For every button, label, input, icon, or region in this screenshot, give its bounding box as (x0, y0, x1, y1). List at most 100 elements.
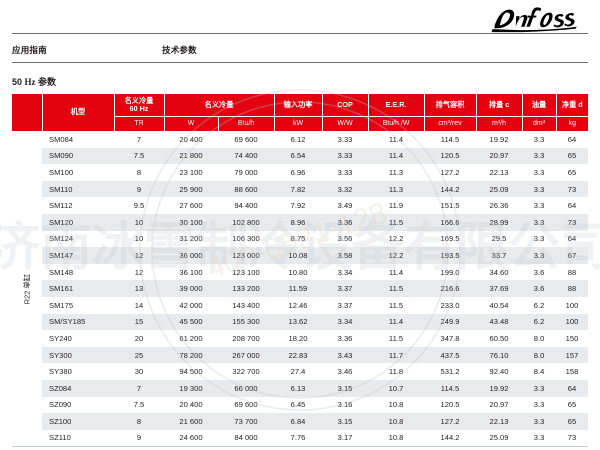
cell-cop: 3.37 (322, 296, 369, 314)
cell-displacement-cm3rev: 249.9 (424, 313, 477, 331)
cell-cop: 3.58 (322, 247, 369, 264)
cell-nominal-cap-btuh: 73 700 (218, 413, 275, 430)
cell-nominal-cap-w: 45 500 (164, 313, 218, 331)
cell-swept-m3h: 37.69 (476, 280, 523, 297)
cell-nominal-cap-60hz-tr: 7.5 (114, 396, 164, 414)
table-row[interactable]: SM/SY185 15 45 500 155 300 13.62 3.34 11.4 249.… (12, 313, 589, 331)
cell-swept-m3h: 19.92 (476, 379, 523, 397)
cell-net-weight-kg: 65 (556, 147, 589, 165)
cell-nominal-cap-w: 36 000 (164, 247, 218, 264)
cell-nominal-cap-60hz-tr: 10 (114, 213, 164, 231)
table-row[interactable]: SM148 12 36 100 123 100 10.80 3.34 11.4 199.0 34… (12, 263, 589, 281)
cell-power-input-kw: 10.08 (274, 247, 323, 264)
cell-power-input-kw: 7.76 (274, 429, 323, 447)
table-row[interactable]: SM147 12 36 000 123 000 10.08 3.58 12.2 193.5 33… (12, 247, 589, 264)
cell-nominal-cap-w: 94 500 (164, 363, 218, 380)
cell-eer: 11.4 (368, 313, 425, 331)
cell-displacement-cm3rev: 233.0 (424, 296, 477, 314)
spec-table: 机型 名义冷量 60 Hz 名义冷量 输入功率 COP E.E.R. 排气容积 … (12, 94, 589, 447)
section-title-unit: Hz (24, 77, 36, 87)
cell-swept-m3h: 20.97 (476, 396, 523, 414)
cell-power-input-kw: 6.54 (274, 147, 323, 165)
cell-swept-m3h: 26.36 (476, 197, 523, 214)
table-row[interactable]: SM120 10 30 100 102 800 8.96 3.36 11.5 166.6 28.… (12, 213, 589, 231)
cell-eer: 11.5 (368, 280, 425, 297)
cell-swept-m3h: 60.50 (476, 330, 523, 347)
breadcrumb-left: 应用指南 (12, 45, 47, 55)
col-header-cop: COP (322, 94, 369, 117)
cell-net-weight-kg: 67 (556, 247, 589, 264)
cell-net-weight-kg: 157 (556, 346, 589, 364)
row-group-label-cell: R22 单缸 (12, 131, 42, 447)
cell-power-input-kw: 6.96 (274, 164, 323, 181)
cell-swept-m3h: 33.7 (476, 247, 523, 264)
cell-oil-dm3: 8.0 (522, 346, 557, 364)
table-row[interactable]: SY240 20 61 200 208 700 18.20 3.36 11.5 347.8 60… (12, 330, 589, 347)
unit-kw: kW (274, 116, 323, 131)
cell-nominal-cap-w: 24 600 (164, 429, 218, 447)
cell-oil-dm3: 8.0 (522, 330, 557, 347)
cell-swept-m3h: 29.5 (476, 230, 523, 248)
cell-power-input-kw: 6.45 (274, 396, 323, 414)
col-header-model: 机型 (42, 94, 115, 131)
cell-displacement-cm3rev: 166.6 (424, 213, 477, 231)
unit-dm3: dm³ (522, 116, 557, 131)
table-row[interactable]: SM090 7.5 21 800 74 400 6.54 3.33 11.4 120.5 20.… (12, 147, 589, 165)
cell-oil-dm3: 3.3 (522, 396, 557, 414)
table-row[interactable]: SM110 9 25 900 88 600 7.82 3.32 11.3 144.2 25.09… (12, 180, 589, 198)
table-row[interactable]: SY300 25 78 200 267 000 22.83 3.43 11.7 437.5 76… (12, 346, 589, 364)
cell-eer: 10.7 (368, 379, 425, 397)
cell-model: SY240 (42, 330, 114, 347)
cell-displacement-cm3rev: 216.6 (424, 280, 477, 297)
cell-power-input-kw: 18.20 (274, 330, 323, 347)
cell-swept-m3h: 19.92 (476, 131, 523, 148)
cell-net-weight-kg: 65 (556, 164, 589, 181)
table-row[interactable]: SM175 14 42 000 143 400 12.46 3.37 11.5 233.0 40… (12, 296, 589, 314)
unit-btuh: Btu/h (218, 116, 275, 131)
table-row[interactable]: SM161 13 39 000 133 200 11.59 3.37 11.5 216.6 37… (12, 280, 589, 297)
table-header: 机型 名义冷量 60 Hz 名义冷量 输入功率 COP E.E.R. 排气容积 … (12, 94, 589, 131)
cell-nominal-cap-btuh: 88 600 (218, 180, 275, 198)
cell-oil-dm3: 3.6 (522, 280, 557, 297)
table-row[interactable]: SY380 30 94 500 322 700 27.4 3.46 11.8 531.2 92.… (12, 363, 589, 380)
cell-oil-dm3: 8.4 (522, 363, 557, 380)
row-group-label: R22 单缸 (22, 273, 32, 304)
cell-eer: 11.9 (368, 197, 425, 214)
table-row[interactable]: R22 单缸 SM084 7 20 400 69 600 6.12 3.33 11.4 114.… (12, 131, 589, 447)
col-group-spacer (12, 94, 43, 131)
col-header-nominal-cap-60hz-line1: 名义冷量 (124, 95, 154, 105)
cell-eer: 11.5 (368, 213, 425, 231)
cell-nominal-cap-btuh: 102 800 (218, 213, 275, 231)
unit-m3-per-h: m³/h (476, 116, 523, 131)
unit-btuh-per-w: Btu/h /W (368, 116, 425, 131)
cell-power-input-kw: 12.46 (274, 296, 323, 314)
col-header-eer: E.E.R. (368, 94, 425, 117)
table-row[interactable]: SZ100 8 21 600 73 700 6.84 3.15 10.8 127.2 22.13… (12, 413, 589, 430)
cell-swept-m3h: 40.54 (476, 296, 523, 314)
cell-swept-m3h: 43.48 (476, 313, 523, 331)
table-row[interactable]: SZ084 7 19 300 66 000 6.13 3.15 10.7 114.5 19.92… (12, 379, 589, 397)
cell-nominal-cap-btuh: 123 100 (218, 263, 275, 281)
cell-model: SZ100 (42, 413, 114, 430)
cell-nominal-cap-btuh: 208 700 (218, 330, 275, 347)
table-row[interactable]: SM100 8 23 100 79 000 6.96 3.33 11.3 127.2 22.13… (12, 164, 589, 181)
cell-nominal-cap-w: 20 400 (164, 131, 218, 148)
cell-swept-m3h: 25.09 (476, 180, 523, 198)
cell-nominal-cap-w: 36 100 (164, 263, 218, 281)
cell-power-input-kw: 27.4 (274, 363, 323, 380)
cell-oil-dm3: 3.3 (522, 164, 557, 181)
cell-nominal-cap-w: 21 600 (164, 413, 218, 430)
cell-displacement-cm3rev: 199.0 (424, 263, 477, 281)
cell-cop: 3.49 (322, 197, 369, 214)
cell-cop: 3.16 (322, 396, 369, 414)
table-row[interactable]: SM124 10 31 200 106 300 8.75 3.56 12.2 169.5 29.… (12, 230, 589, 248)
cell-oil-dm3: 3.6 (522, 263, 557, 281)
table-row[interactable]: SM112 9.5 27 600 94 400 7.92 3.49 11.9 151.5 26.… (12, 197, 589, 214)
table-row[interactable]: SZ110 9 24 600 84 000 7.76 3.17 10.8 144.2 25.09… (12, 429, 589, 447)
cell-displacement-cm3rev: 127.2 (424, 164, 477, 181)
cell-nominal-cap-w: 31 200 (164, 230, 218, 248)
cell-eer: 11.3 (368, 164, 425, 181)
cell-model: SM148 (42, 263, 114, 281)
cell-swept-m3h: 25.09 (476, 429, 523, 447)
table-row[interactable]: SZ090 7.5 20 400 69 600 6.45 3.16 10.8 120.5 20.… (12, 396, 589, 414)
